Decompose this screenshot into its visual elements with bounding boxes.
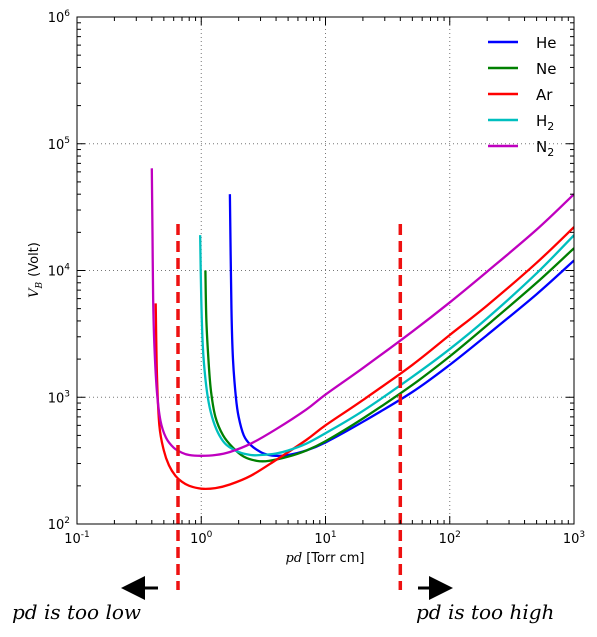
- series-line-n2: [150, 168, 574, 457]
- legend-label-n2: N2: [536, 138, 554, 159]
- legend-label-ne: Ne: [536, 60, 556, 78]
- legend-label-he: He: [536, 34, 557, 52]
- y-tick-label: 102: [48, 516, 70, 533]
- series-lines: [150, 168, 574, 490]
- y-tick-label: 105: [48, 136, 70, 153]
- y-tick-label: 104: [48, 263, 71, 280]
- x-tick-label: 102: [439, 530, 461, 547]
- gridlines: [77, 17, 574, 524]
- series-line-he: [228, 194, 574, 457]
- series-line-h2: [199, 234, 574, 457]
- y-axis-label-unit: (Volt): [27, 242, 42, 277]
- legend: He Ne Ar H2 N2: [488, 34, 557, 159]
- legend-label-h2: H2: [536, 112, 554, 133]
- y-axis-label: VB (Volt): [27, 242, 45, 298]
- y-axis-label-var: V: [27, 287, 42, 298]
- series-line-ne: [204, 247, 574, 463]
- y-tick-label: 106: [48, 9, 71, 26]
- x-axis-label-unit: [Torr cm]: [306, 551, 364, 566]
- annotation-pd-too-high: pd is too high: [416, 600, 554, 624]
- series-line-ar: [154, 226, 574, 490]
- y-tick-labels: 102 103 104 105 106: [48, 9, 71, 533]
- y-tick-label: 103: [48, 389, 70, 406]
- x-axis-label: pd [Torr cm]: [286, 551, 365, 566]
- axis-ticks: [76, 16, 575, 525]
- x-tick-label: 100: [190, 530, 213, 547]
- x-tick-label: 101: [314, 530, 336, 547]
- x-tick-labels: 10-1 100 101 102 103: [64, 530, 585, 547]
- x-axis-label-var: pd: [286, 551, 303, 566]
- legend-label-ar: Ar: [536, 86, 553, 104]
- threshold-lines: [176, 224, 403, 590]
- y-axis-label-sub: B: [35, 281, 45, 289]
- x-tick-label: 103: [563, 530, 585, 547]
- x-tick-label: 10-1: [64, 530, 90, 547]
- annotation-pd-too-low: pd is too low: [12, 600, 141, 624]
